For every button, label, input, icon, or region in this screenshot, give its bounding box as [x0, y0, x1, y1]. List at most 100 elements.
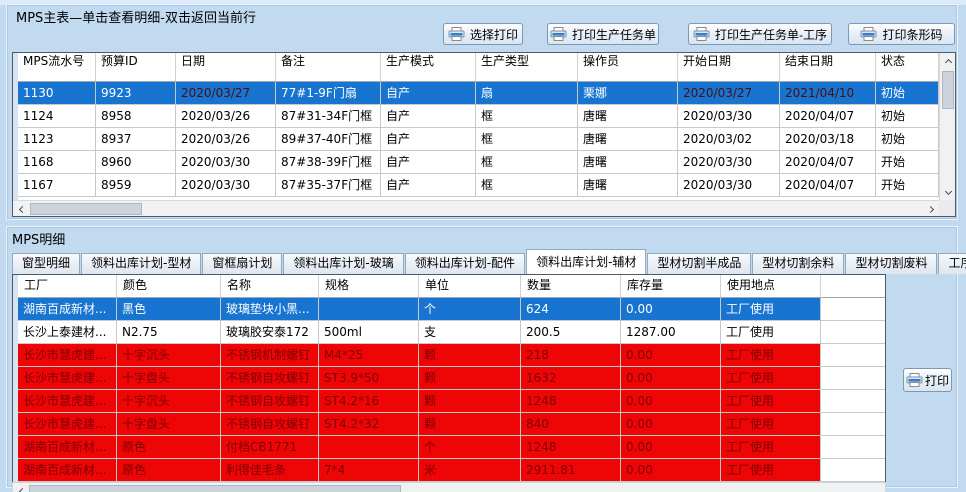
cell[interactable]: 0.00	[621, 459, 721, 482]
cell[interactable]: 不锈钢机制螺钉	[221, 344, 319, 367]
table-row-selected[interactable]: 1130 9923 2020/03/27 77#1-9F门扇 自产 扇 栗娜 2…	[18, 82, 939, 105]
col-header[interactable]: 数量	[521, 275, 621, 298]
cell[interactable]: 2020/04/07	[780, 151, 876, 174]
cell[interactable]: 1167	[18, 174, 96, 197]
cell[interactable]: 工厂使用	[721, 367, 821, 390]
table-row-alert[interactable]: 湖南百成新材... 原色 利得佳毛条 7*4 米 2911.81 0.00 工厂…	[18, 459, 885, 482]
cell[interactable]: 不锈钢自攻螺钉	[221, 413, 319, 436]
cell[interactable]: 原色	[117, 436, 221, 459]
cell[interactable]: 2020/03/18	[780, 128, 876, 151]
col-header[interactable]: 状态	[876, 53, 939, 82]
cell[interactable]: 开始	[876, 174, 939, 197]
cell[interactable]	[319, 298, 419, 321]
cell[interactable]: 2020/04/07	[780, 174, 876, 197]
cell[interactable]: 长沙市慧虎建...	[18, 390, 117, 413]
cell[interactable]: 长沙上泰建材...	[18, 321, 117, 344]
cell[interactable]: 湖南百成新材...	[18, 436, 117, 459]
tab-process[interactable]: 工序	[938, 253, 966, 274]
tab-material-plan-accessory[interactable]: 领料出库计划-配件	[404, 253, 526, 274]
cell[interactable]: 初始	[876, 82, 939, 105]
cell[interactable]: 0.00	[621, 436, 721, 459]
scroll-left-button[interactable]	[13, 201, 29, 217]
cell[interactable]: 1287.00	[621, 321, 721, 344]
table-row[interactable]: 1124 8958 2020/03/26 87#31-34F门框 自产 框 唐曙…	[18, 105, 939, 128]
cell[interactable]: 2020/03/30	[176, 151, 276, 174]
cell[interactable]: 1632	[521, 367, 621, 390]
tab-material-plan-profile[interactable]: 领料出库计划-型材	[81, 253, 202, 274]
cell[interactable]: 不锈钢自攻螺钉	[221, 367, 319, 390]
cell[interactable]: 89#37-40F门框	[276, 128, 381, 151]
cell[interactable]: 自产	[381, 128, 476, 151]
col-header[interactable]: 生产类型	[476, 53, 578, 82]
cell[interactable]: 9923	[96, 82, 176, 105]
select-print-button[interactable]: 选择打印	[443, 23, 523, 45]
table-row[interactable]: 长沙上泰建材... N2.75 玻璃胶安泰172 500ml 支 200.5 1…	[18, 321, 885, 344]
cell[interactable]: 2020/03/30	[176, 174, 276, 197]
table-row-selected[interactable]: 湖南百成新材... 黑色 玻璃垫块小黑... 个 624 0.00 工厂使用	[18, 298, 885, 321]
cell[interactable]: 长沙市慧虎建...	[18, 344, 117, 367]
tab-window-detail[interactable]: 窗型明细	[12, 253, 81, 274]
cell[interactable]: 624	[521, 298, 621, 321]
cell[interactable]: N2.75	[117, 321, 221, 344]
cell[interactable]: 颗	[419, 390, 521, 413]
cell[interactable]: 2020/03/27	[678, 82, 780, 105]
cell[interactable]: 工厂使用	[721, 459, 821, 482]
table-row[interactable]: 1123 8937 2020/03/26 89#37-40F门框 自产 框 唐曙…	[18, 128, 939, 151]
cell[interactable]: 颗	[419, 413, 521, 436]
cell[interactable]: 87#35-37F门框	[276, 174, 381, 197]
tab-profile-cut-scrap[interactable]: 型材切割废料	[845, 253, 938, 274]
cell[interactable]: 唐曙	[578, 105, 678, 128]
cell[interactable]: 1168	[18, 151, 96, 174]
cell[interactable]: 唐曙	[578, 128, 678, 151]
cell[interactable]: 工厂使用	[721, 436, 821, 459]
cell[interactable]: 支	[419, 321, 521, 344]
cell[interactable]: 自产	[381, 151, 476, 174]
cell[interactable]: 2020/03/30	[678, 105, 780, 128]
table-row-alert[interactable]: 湖南百成新材... 原色 付档CB1771 个 1248 0.00 工厂使用	[18, 436, 885, 459]
col-header[interactable]: 预算ID	[96, 53, 176, 82]
cell[interactable]: 玻璃垫块小黑...	[221, 298, 319, 321]
cell[interactable]: 颗	[419, 367, 521, 390]
cell[interactable]: 湖南百成新材...	[18, 459, 117, 482]
cell[interactable]: 湖南百成新材...	[18, 298, 117, 321]
cell[interactable]: 840	[521, 413, 621, 436]
col-header[interactable]: 工厂	[18, 275, 117, 298]
cell[interactable]: 长沙市慧虎建...	[18, 367, 117, 390]
scroll-left-button[interactable]	[13, 483, 29, 492]
cell[interactable]: 工厂使用	[721, 413, 821, 436]
col-header[interactable]: 开始日期	[678, 53, 780, 82]
cell[interactable]: 十字沉头	[117, 390, 221, 413]
cell[interactable]: 0.00	[621, 367, 721, 390]
cell[interactable]: 8959	[96, 174, 176, 197]
tab-frame-sash-plan[interactable]: 窗框扇计划	[202, 253, 283, 274]
cell[interactable]: 框	[476, 128, 578, 151]
table-row-alert[interactable]: 长沙市慧虎建... 十字沉头 不锈钢机制螺钉 M4*25 颗 218 0.00 …	[18, 344, 885, 367]
cell[interactable]: 2020/03/30	[678, 151, 780, 174]
cell[interactable]: 颗	[419, 344, 521, 367]
cell[interactable]	[319, 436, 419, 459]
cell[interactable]: 218	[521, 344, 621, 367]
cell[interactable]: 十字盘头	[117, 367, 221, 390]
cell[interactable]: 8960	[96, 151, 176, 174]
horizontal-scroll-thumb[interactable]	[29, 485, 401, 492]
scroll-up-button[interactable]	[940, 53, 956, 69]
cell[interactable]: 8958	[96, 105, 176, 128]
cell[interactable]: 7*4	[319, 459, 419, 482]
cell[interactable]: 不锈钢自攻螺钉	[221, 390, 319, 413]
cell[interactable]: 8937	[96, 128, 176, 151]
cell[interactable]: 初始	[876, 128, 939, 151]
cell[interactable]: 十字沉头	[117, 344, 221, 367]
cell[interactable]: 2020/03/27	[176, 82, 276, 105]
cell[interactable]: 唐曙	[578, 151, 678, 174]
cell[interactable]: 1248	[521, 390, 621, 413]
cell[interactable]: 唐曙	[578, 174, 678, 197]
cell[interactable]: 工厂使用	[721, 390, 821, 413]
col-header[interactable]: 单位	[419, 275, 521, 298]
table-row-alert[interactable]: 长沙市慧虎建... 十字盘头 不锈钢自攻螺钉 ST3.9*50 颗 1632 0…	[18, 367, 885, 390]
col-header[interactable]: 日期	[176, 53, 276, 82]
cell[interactable]: 2020/03/26	[176, 128, 276, 151]
cell[interactable]: 原色	[117, 459, 221, 482]
tab-profile-cut-semifinished[interactable]: 型材切割半成品	[647, 253, 752, 274]
cell[interactable]: ST4.2*32	[319, 413, 419, 436]
detail-print-button[interactable]: 打印	[903, 368, 952, 392]
